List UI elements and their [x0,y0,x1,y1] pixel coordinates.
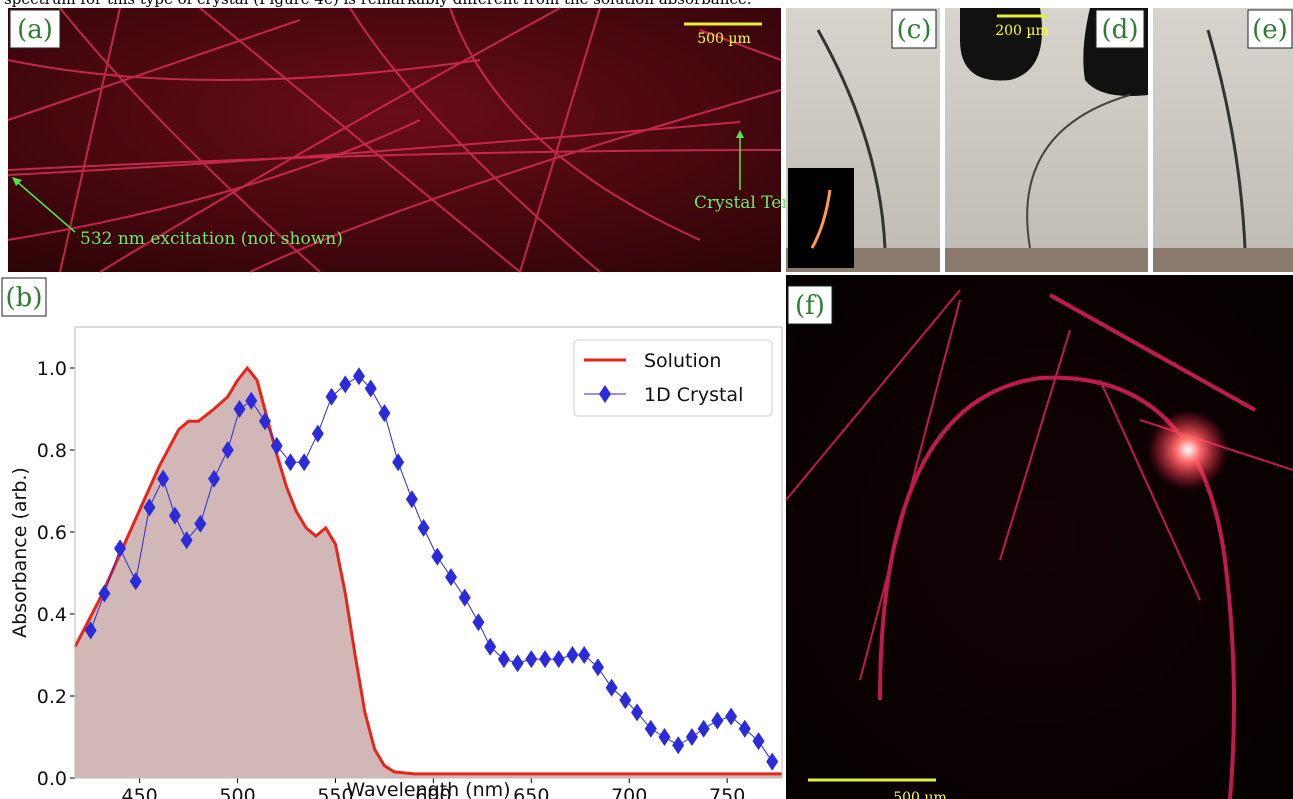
x-tick-label: 500 [219,785,255,799]
panel-label: (e) [1252,15,1288,45]
y-tick-label: 0.2 [37,686,67,708]
glow [1148,410,1228,490]
y-tick-label: 0.4 [37,604,67,626]
panel-label: (c) [897,15,932,45]
panel-label: (b) [6,283,43,313]
x-tick-label: 450 [121,785,157,799]
y-axis-label: Absorbance (arb.) [9,467,31,638]
panel-c: (c) [786,8,940,272]
photo [786,275,1293,799]
y-tick-label: 0.8 [37,440,67,462]
panel-label: (d) [1102,15,1139,45]
panel-f: 500 µm (f) [786,275,1293,799]
scale-label: 200 µm [995,23,1049,39]
x-axis-label: Wavelength (nm) [346,779,510,799]
caption: spectrum for this type of crystal (Figur… [4,0,751,8]
legend-label: Solution [644,350,721,372]
annotation: 532 nm excitation (not shown) [80,229,343,249]
scale-label: 500 µm [893,790,947,799]
panel-label: (f) [795,291,825,321]
x-tick-label: 650 [513,785,549,799]
y-tick-label: 0.6 [37,522,67,544]
scale-label: 500 µm [697,31,751,47]
x-tick-label: 700 [611,785,647,799]
panel-label: (a) [17,15,53,45]
substrate [1153,248,1293,272]
inset [788,168,854,268]
x-tick-label: 750 [709,785,745,799]
figure: spectrum for this type of crystal (Figur… [0,0,1293,799]
legend-label: 1D Crystal [644,384,743,406]
panel-e: (e) [1153,8,1293,272]
panel-d: 200 µm (d) [945,8,1148,272]
panel-a: 500 µm 532 nm excitation (not shown) Cry… [8,8,842,272]
substrate [945,248,1148,272]
y-tick-label: 0.0 [37,768,67,790]
y-tick-label: 1.0 [37,358,67,380]
